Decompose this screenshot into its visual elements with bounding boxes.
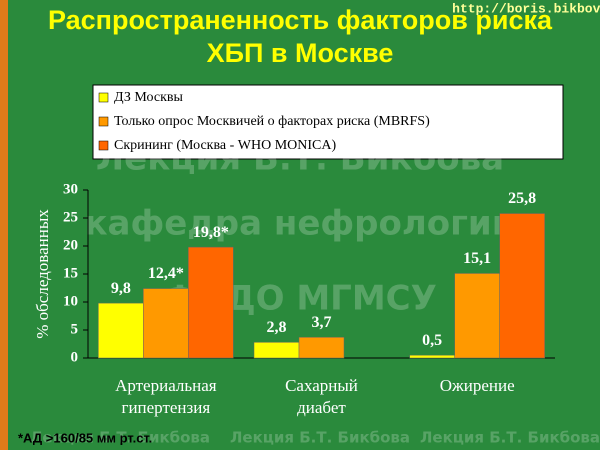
legend-box bbox=[92, 84, 564, 160]
y-axis-label: % обследованных bbox=[33, 209, 52, 339]
x-tick-label: Артериальная гипертензия bbox=[115, 376, 217, 417]
bar bbox=[253, 342, 300, 359]
legend-label: Скрининг (Москва - WHO MONICA) bbox=[114, 138, 336, 153]
bar bbox=[454, 273, 500, 359]
url: http://boris.bikbov.ru bbox=[452, 1, 600, 16]
footnote: *АД >160/85 мм рт.ст. bbox=[18, 430, 152, 445]
legend-label: ДЗ Москвы bbox=[114, 90, 183, 105]
value-label: 12,4* bbox=[148, 265, 184, 282]
value-label: 15,1 bbox=[463, 250, 491, 267]
watermark: кафедра нефрологии bbox=[84, 204, 515, 244]
watermark: Лекция Б.Т. Бикбова bbox=[420, 429, 600, 447]
y-tick-label: 25 bbox=[63, 209, 78, 225]
value-label: 9,8 bbox=[111, 280, 131, 297]
bar bbox=[298, 337, 345, 359]
bar bbox=[143, 288, 189, 359]
legend-swatch bbox=[98, 116, 109, 127]
bar bbox=[188, 246, 234, 359]
watermark: Лекция Б.Т. Бикбова bbox=[30, 429, 210, 447]
y-tick-label: 0 bbox=[71, 349, 79, 365]
y-tick-label: 10 bbox=[63, 293, 78, 309]
bar bbox=[499, 213, 545, 359]
side-stripe bbox=[0, 0, 8, 450]
chart-title: Распространенность факторов риска ХБП в М… bbox=[48, 5, 553, 68]
legend-label: Только опрос Москвичей о факторах риска … bbox=[114, 114, 430, 129]
watermark: Лекция Б.Т. Бикбова bbox=[96, 139, 504, 179]
value-label: 2,8 bbox=[267, 319, 287, 336]
y-tick-label: 30 bbox=[63, 181, 78, 197]
x-tick-label: Сахарный диабет bbox=[285, 376, 358, 417]
value-label: 25,8 bbox=[508, 190, 536, 207]
value-label: 19,8* bbox=[193, 224, 229, 241]
legend-swatch bbox=[98, 140, 109, 151]
bar bbox=[409, 354, 455, 359]
bar bbox=[98, 302, 144, 359]
y-tick-label: 5 bbox=[71, 321, 79, 337]
legend-swatch bbox=[98, 92, 109, 103]
value-label: 0,5 bbox=[422, 332, 442, 349]
x-tick-label: Ожирение bbox=[440, 376, 515, 395]
value-label: 3,7 bbox=[312, 314, 332, 331]
watermark: Лекция Б.Т. Бикбова bbox=[230, 429, 410, 447]
y-tick-label: 20 bbox=[63, 237, 78, 253]
y-tick-label: 15 bbox=[63, 265, 78, 281]
